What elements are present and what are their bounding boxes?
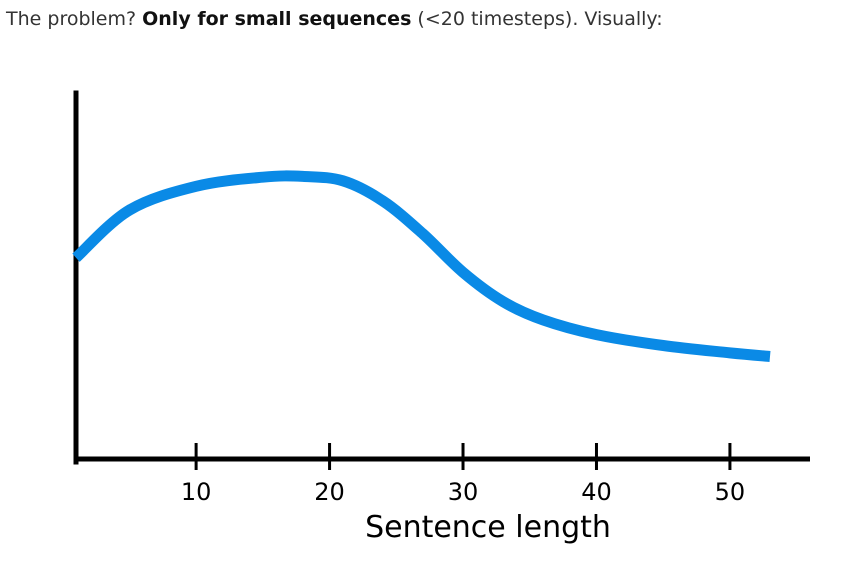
x-tick-labels: 10 20 30 40 50 xyxy=(181,478,745,506)
x-tick-label-20: 20 xyxy=(314,478,345,506)
x-tick-label-30: 30 xyxy=(448,478,479,506)
intro-prefix: The problem? xyxy=(6,8,143,30)
intro-text: The problem? Only for small sequences (<… xyxy=(6,8,663,30)
intro-emphasis: Only for small sequences xyxy=(142,8,412,30)
series-line xyxy=(72,170,771,362)
intro-suffix: (<20 timesteps). Visually: xyxy=(411,8,663,30)
x-ticks xyxy=(194,443,732,470)
x-axis-title: Sentence length xyxy=(365,510,611,545)
x-tick-label-10: 10 xyxy=(181,478,212,506)
x-tick-label-40: 40 xyxy=(581,478,612,506)
x-tick-label-50: 50 xyxy=(715,478,746,506)
